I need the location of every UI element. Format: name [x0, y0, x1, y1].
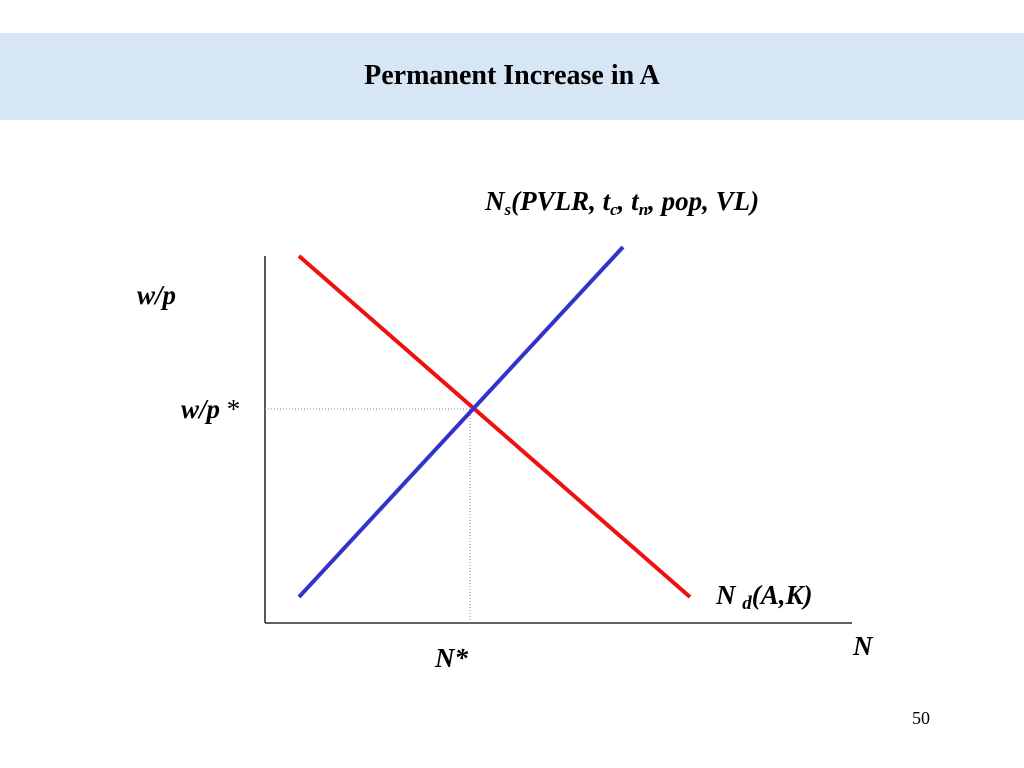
demand-label-subscript: d: [742, 593, 752, 614]
demand-label-args: (A,K): [751, 580, 813, 610]
page-number: 50: [912, 708, 930, 728]
supply-curve-label: Ns(PVLR, tc, tn, pop, VL): [485, 186, 760, 219]
y-axis-label: w/p: [137, 280, 177, 310]
supply-label-base: N: [485, 186, 505, 216]
equilibrium-wage-text: w/p: [181, 394, 221, 424]
supply-label-args-close: , pop, VL): [648, 186, 760, 216]
equilibrium-wage-star: *: [226, 394, 241, 424]
labor-supply-curve: [297, 245, 625, 599]
x-axis-label: N: [853, 631, 873, 661]
title-band: [0, 33, 1024, 120]
demand-curve-label: N d(A,K): [716, 580, 813, 614]
supply-label-tc-subscript: c: [610, 200, 618, 219]
supply-label-args-open: (PVLR, t: [511, 186, 611, 216]
supply-label-mid: , t: [617, 186, 639, 216]
demand-label-base: N: [716, 580, 736, 610]
equilibrium-wage-label: w/p *: [181, 394, 240, 425]
supply-label-subscript: s: [504, 200, 512, 219]
slide-title: Permanent Increase in A: [364, 60, 660, 91]
supply-label-tn-subscript: n: [638, 200, 649, 219]
labor-demand-curve: [297, 254, 692, 599]
equilibrium-quantity-label: N*: [435, 643, 468, 673]
